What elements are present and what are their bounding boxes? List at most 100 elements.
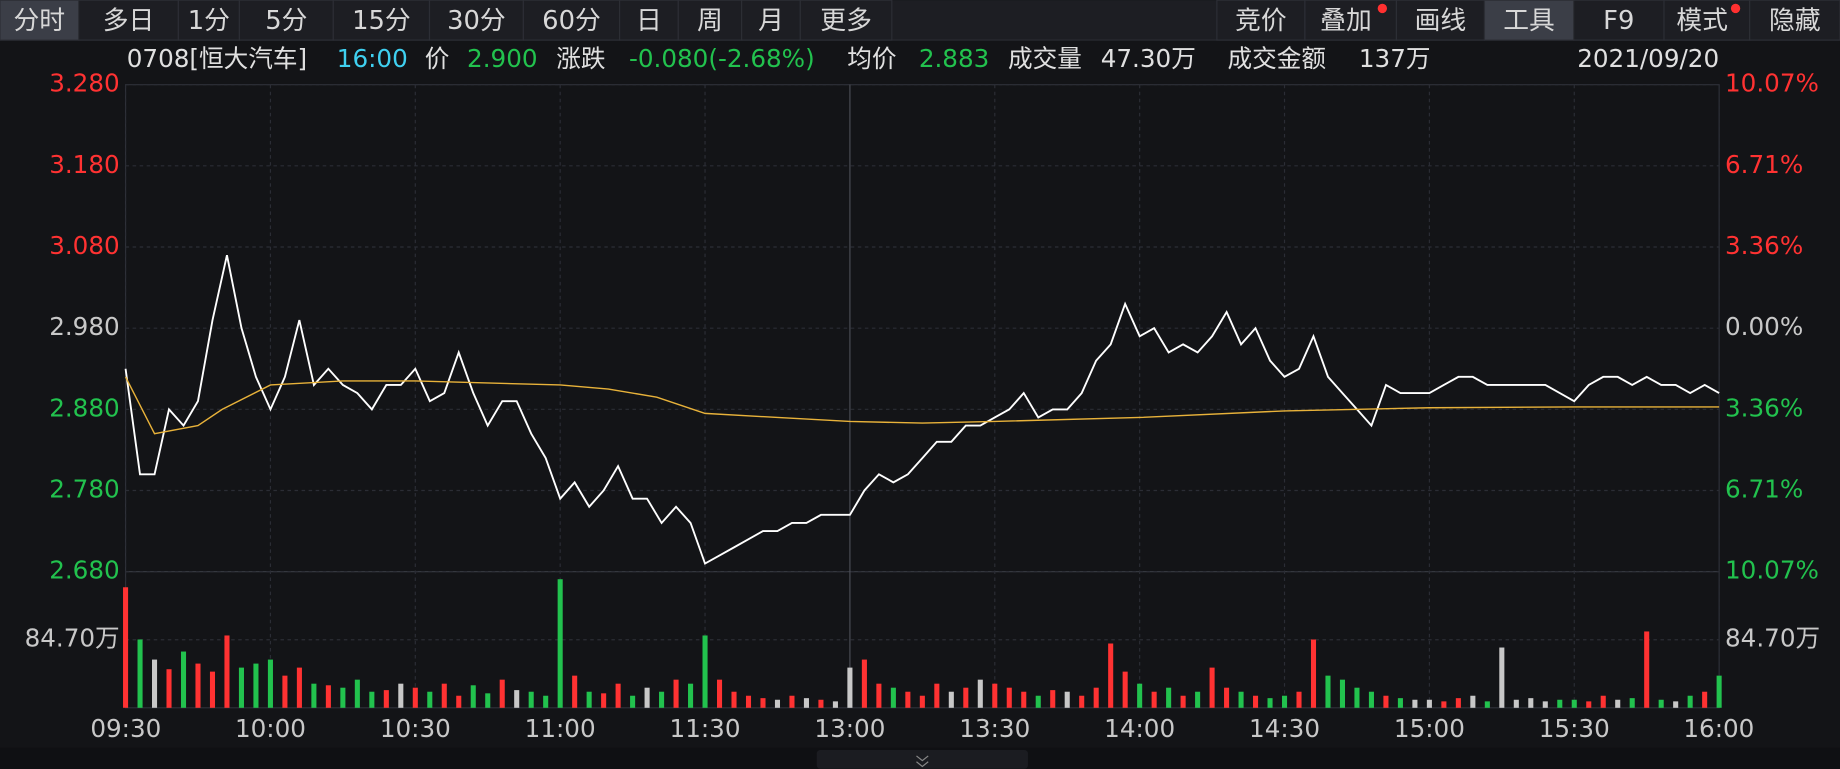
volume-tick-label: 84.70万 <box>25 624 120 653</box>
tab-label[interactable]: 1分 <box>188 6 230 36</box>
tab-button[interactable] <box>0 0 80 41</box>
volume-bar <box>832 701 838 708</box>
x-tick-label: 16:00 <box>1683 714 1754 743</box>
volume-bar <box>1093 687 1099 708</box>
volume-bar <box>1151 691 1157 708</box>
volume-bar <box>441 683 447 708</box>
x-tick-label: 14:30 <box>1249 714 1320 743</box>
volume-bar <box>253 663 259 708</box>
x-tick-label: 11:00 <box>525 714 596 743</box>
volume-bar <box>745 695 752 708</box>
change-label: 涨跌 <box>556 44 605 73</box>
avg: 2.883 <box>919 44 989 73</box>
volume-bar <box>934 683 940 708</box>
volume-bar <box>267 659 273 708</box>
tab-button[interactable] <box>677 0 743 41</box>
tab-label[interactable]: 60分 <box>542 6 601 36</box>
x-tick-label: 10:30 <box>380 714 451 743</box>
x-tick-label: 13:00 <box>814 714 885 743</box>
volume-bar <box>789 695 795 708</box>
collapse-icon[interactable] <box>916 755 929 768</box>
tab-label[interactable]: 多日 <box>103 6 155 36</box>
tab-button[interactable] <box>238 0 334 41</box>
tab-button[interactable] <box>332 0 431 41</box>
tab-label[interactable]: 竞价 <box>1235 6 1287 36</box>
x-tick-label: 11:30 <box>670 714 741 743</box>
volume-bar <box>1702 691 1708 708</box>
volume-bar <box>760 698 766 708</box>
volume-bar <box>1354 687 1360 708</box>
volume-bar <box>412 687 418 708</box>
volume-bar <box>948 691 954 708</box>
volume-bar <box>731 691 737 708</box>
tab-label[interactable]: 15分 <box>352 6 411 36</box>
volume-bar <box>1687 695 1693 708</box>
volume-bar <box>557 579 563 708</box>
tab-label[interactable]: 隐藏 <box>1769 6 1821 36</box>
volume-bar <box>1513 699 1519 708</box>
volume-bar <box>1412 699 1418 708</box>
tab-label[interactable]: 30分 <box>447 6 506 36</box>
x-tick-label: 10:00 <box>235 714 306 743</box>
volume-bar <box>180 651 187 708</box>
volume-bar <box>470 685 476 708</box>
volume-bar <box>383 690 389 708</box>
x-tick-label: 14:00 <box>1104 714 1175 743</box>
collapse-handle[interactable] <box>816 750 1028 769</box>
tab-label[interactable]: 日 <box>636 6 662 36</box>
x-tick-label: 13:30 <box>959 714 1030 743</box>
volume-bar <box>1006 687 1012 708</box>
volume-bar <box>1108 643 1114 708</box>
y-tick-label: 2.780 <box>49 475 120 504</box>
volume-bar <box>1499 647 1505 708</box>
volume-bar <box>282 675 288 708</box>
tab-label[interactable]: 更多 <box>820 6 872 36</box>
volume-bar <box>123 587 129 708</box>
volume-bar <box>1658 699 1664 708</box>
tab-label[interactable]: F9 <box>1603 6 1634 36</box>
tab-button[interactable] <box>522 0 621 41</box>
tab-button[interactable] <box>1483 0 1575 41</box>
date: 2021/09/20 <box>1577 44 1719 73</box>
volume-bar <box>644 687 650 708</box>
volume-bar <box>1629 698 1635 708</box>
volume-bar <box>543 695 549 708</box>
volume-bar <box>1253 695 1259 708</box>
amount: 137万 <box>1359 44 1431 73</box>
volume-bar <box>485 693 491 708</box>
tab-button[interactable] <box>428 0 524 41</box>
tab-label[interactable]: 分时 <box>14 6 66 36</box>
y-tick-label: 2.680 <box>49 556 120 585</box>
volume-label: 成交量 <box>1008 44 1082 73</box>
tab-button[interactable] <box>619 0 679 41</box>
tab-label[interactable]: 叠加 <box>1320 6 1372 36</box>
tab-label[interactable]: 工具 <box>1503 6 1555 36</box>
amount-label: 成交金额 <box>1227 44 1326 73</box>
volume-bar <box>1470 695 1476 708</box>
info-bar: 0708[恒大汽车] 16:00 价 2.900 涨跌 -0.080(-2.68… <box>127 44 1719 73</box>
volume-bar <box>1209 667 1215 708</box>
tab-label[interactable]: 周 <box>697 6 723 36</box>
tab-button[interactable] <box>1749 0 1840 41</box>
volume-bar <box>398 683 404 708</box>
volume: 47.30万 <box>1101 44 1196 73</box>
change: -0.080(-2.68%) <box>629 44 815 73</box>
volume-bar <box>890 687 896 708</box>
volume-bar <box>166 669 172 708</box>
tab-button[interactable] <box>78 0 179 41</box>
y2-tick-label: 6.71% <box>1725 474 1803 503</box>
x-tick-label: 15:00 <box>1394 714 1465 743</box>
tab-label[interactable]: 5分 <box>265 6 307 36</box>
tab-label[interactable]: 模式 <box>1676 6 1728 36</box>
y2-tick-label: 3.36% <box>1725 393 1803 422</box>
tab-button[interactable] <box>799 0 893 41</box>
volume-bar <box>1542 701 1548 708</box>
tab-label[interactable]: 月 <box>758 6 784 36</box>
price-line <box>124 254 1720 565</box>
tab-button[interactable] <box>1216 0 1306 41</box>
price: 2.900 <box>467 44 537 73</box>
volume-bar <box>673 679 679 708</box>
tab-label[interactable]: 画线 <box>1415 6 1467 36</box>
